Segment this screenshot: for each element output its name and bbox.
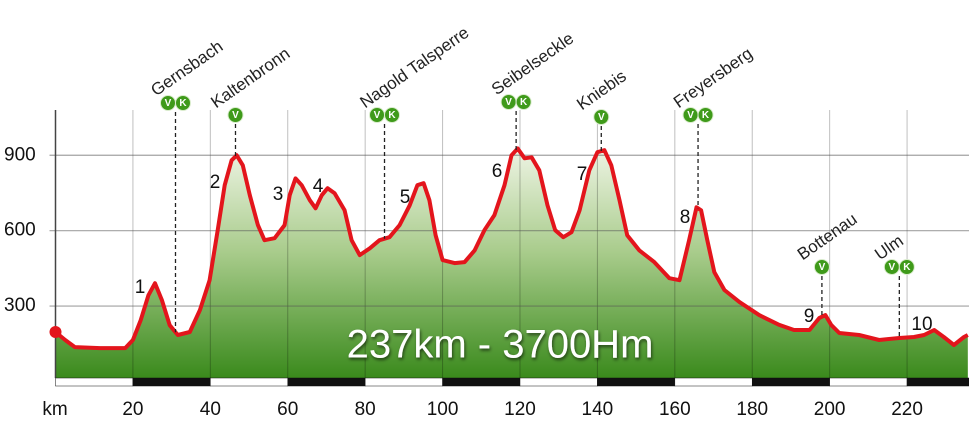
place-icon-letter: K [903,262,911,273]
place-name: Freyersberg [670,44,756,112]
km-band [751,377,830,387]
x-tick-label: 80 [355,399,376,420]
x-tick-label: 60 [277,399,298,420]
peak-label: 5 [400,187,411,208]
km-band [287,377,366,387]
place-icon-letter: K [702,110,710,121]
place-name: Kniebis [573,66,630,114]
place-icon [384,107,401,123]
place-name: Nagold Talsperre [356,23,472,112]
peak-label: 7 [577,164,588,185]
place-icon-letter: V [598,112,605,123]
elevation-line [54,146,969,351]
km-band [364,377,443,387]
x-tick-label: 160 [659,399,691,420]
place-icon [515,94,532,110]
peak-label: 2 [210,172,221,193]
km-band [674,377,753,387]
elevation-area [55,148,968,378]
y-tick-label: 900 [4,144,36,165]
peak-label: 9 [804,306,815,327]
km-band [519,377,598,387]
peak-label: 8 [680,207,691,228]
x-tick-label: 140 [582,399,614,420]
km-band [442,377,521,387]
km-band [597,377,676,387]
peak-label: 3 [273,184,284,205]
place-icon [813,259,830,275]
place-icon [593,109,610,125]
place-name: Bottenau [794,209,861,264]
x-tick-label: 200 [814,399,846,420]
place-icon-letter: V [819,262,826,273]
place-icon-letter: K [179,98,187,109]
distance-annotation: 237km - 3700Hm [347,323,654,367]
place-icon-letter: V [505,97,512,108]
place-icon-letter: V [374,110,381,121]
x-tick-label: 120 [504,399,536,420]
place-icon-letter: V [165,98,172,109]
km-band [55,377,134,387]
y-tick-label: 300 [4,295,36,316]
peak-label: 6 [492,161,503,182]
place-icon-letter: V [888,262,895,273]
km-band [906,377,969,387]
x-tick-label: 40 [200,399,221,420]
km-band [829,377,908,387]
start-dot [49,325,62,338]
x-axis-label: km [42,399,67,420]
x-tick-label: 20 [122,399,143,420]
place-icon [227,107,244,123]
place-name: Seibelseckle [488,29,577,99]
y-tick-label: 600 [4,220,36,241]
place-icon [898,259,915,275]
place-name: Ulm [871,231,907,264]
place-icon-letter: K [520,97,528,108]
peak-label: 1 [135,277,146,298]
place-icon-letter: V [687,110,694,121]
x-tick-label: 220 [891,399,923,420]
km-band [132,377,211,387]
km-band [210,377,288,387]
place-icon [697,107,714,123]
peak-label: 4 [313,176,324,197]
x-tick-label: 180 [736,399,768,420]
place-icon-letter: K [388,110,396,121]
x-tick-label: 100 [427,399,459,420]
place-icon [174,95,191,111]
peak-label: 10 [911,314,932,335]
place-icon-letter: V [232,110,239,121]
